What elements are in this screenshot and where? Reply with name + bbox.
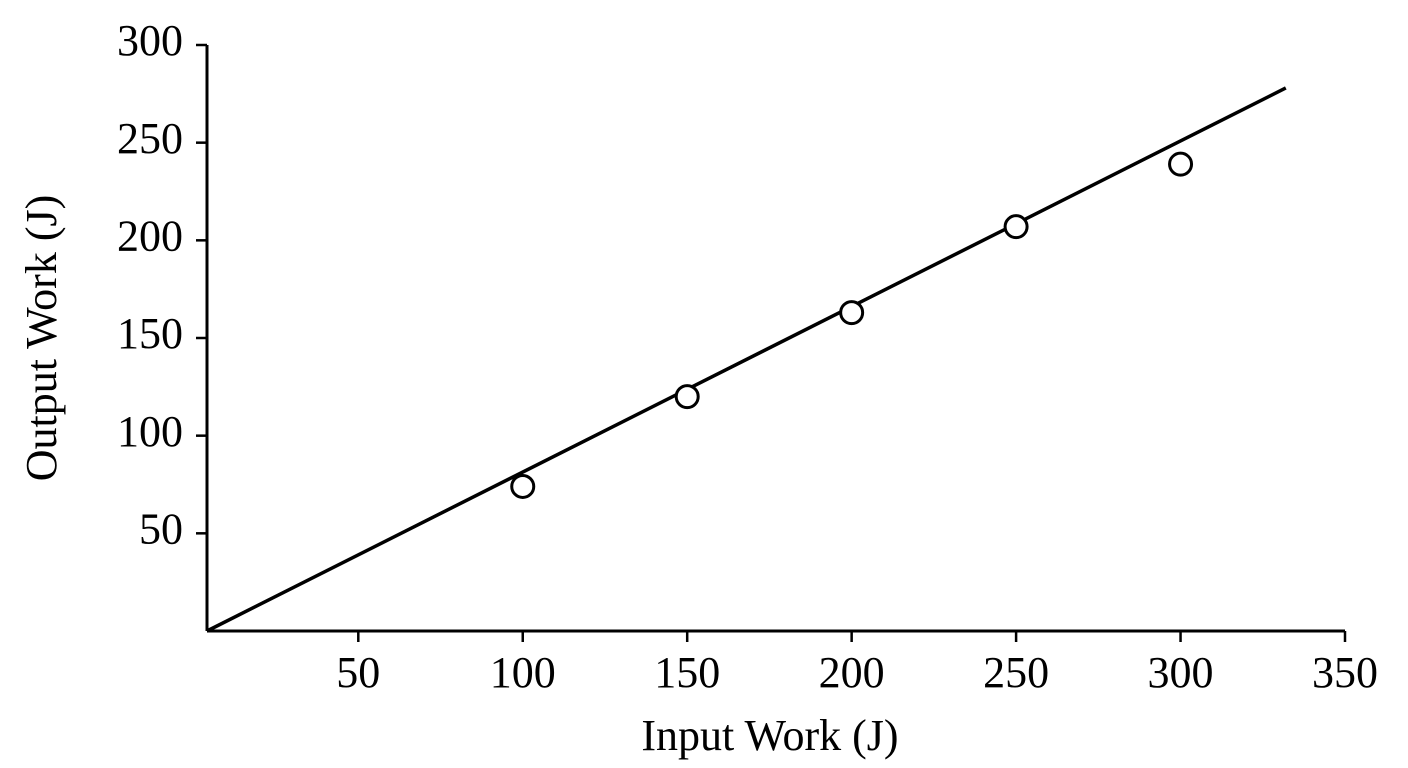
y-tick-label: 200 [117, 211, 183, 260]
x-tick-label: 300 [1148, 648, 1214, 697]
y-tick-label: 100 [117, 407, 183, 456]
y-tick-label: 50 [139, 504, 183, 553]
data-point [674, 384, 700, 410]
x-tick-label: 350 [1312, 648, 1378, 697]
y-axis-label: Output Work (J) [17, 195, 66, 482]
x-tick-label: 100 [490, 648, 556, 697]
y-tick-label: 300 [117, 16, 183, 65]
fit-line [206, 86, 1287, 633]
y-tick-label: 250 [117, 114, 183, 163]
data-point [510, 473, 536, 499]
x-tick-label: 250 [983, 648, 1049, 697]
y-tick-label: 150 [117, 309, 183, 358]
data-point [1168, 151, 1194, 177]
data-point [839, 300, 865, 326]
x-tick-label: 200 [819, 648, 885, 697]
x-tick-label: 50 [336, 648, 380, 697]
x-tick-label: 150 [654, 648, 720, 697]
data-point [1003, 214, 1029, 240]
x-axis-label: Input Work (J) [641, 711, 898, 760]
